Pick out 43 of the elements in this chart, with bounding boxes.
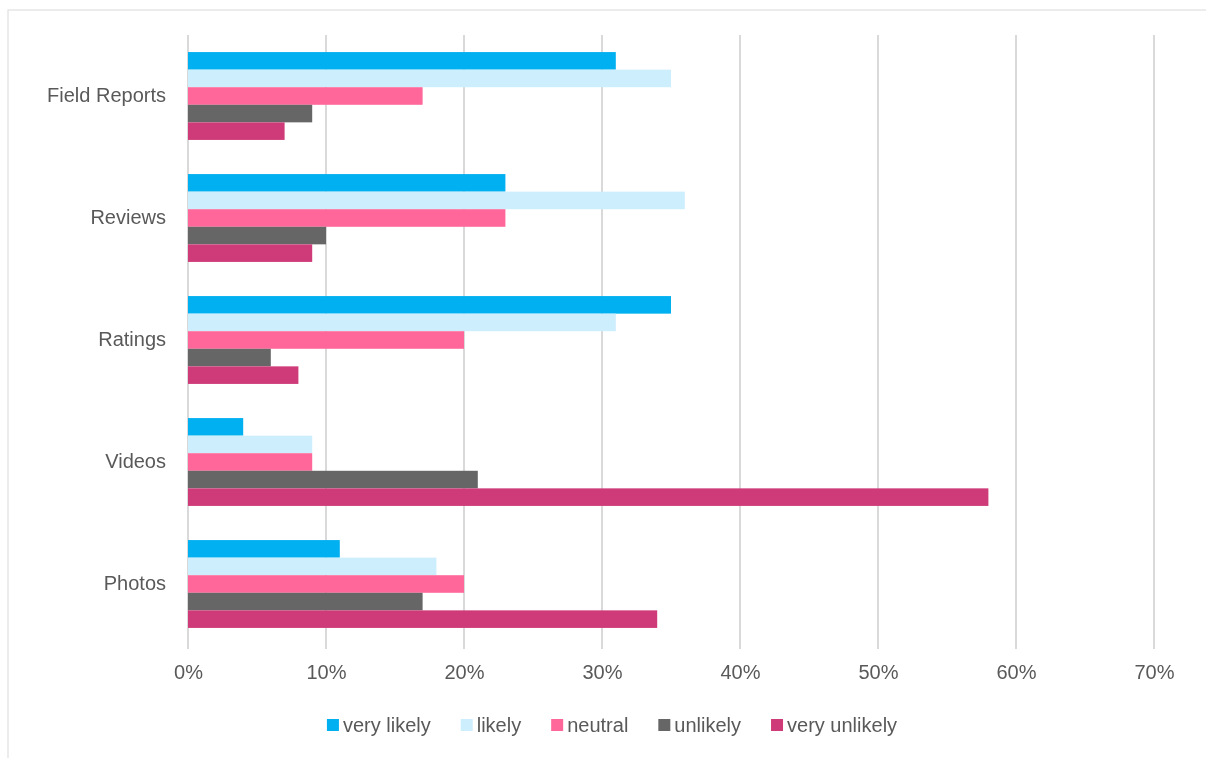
bar [188,69,671,88]
bar [188,418,244,436]
y-tick-label: Ratings [98,328,166,351]
x-tick-label: 40% [720,661,761,684]
bar [188,174,506,192]
bar [188,52,616,70]
x-tick-label: 70% [1134,661,1175,684]
bar [188,610,658,628]
bar [188,540,340,558]
y-tick-label: Videos [105,450,166,473]
bar [188,435,313,454]
bar [188,488,989,506]
bar [188,557,437,576]
y-tick-label: Photos [103,572,166,595]
bar [188,244,313,262]
y-tick-label: Field Reports [47,84,166,107]
bar [188,104,313,123]
bar [188,313,616,332]
x-tick-label: 60% [996,661,1037,684]
legend-label: likely [476,714,522,736]
bar [188,470,478,489]
bar [188,122,285,140]
bar [188,191,685,210]
x-tick-label: 20% [444,661,485,684]
legend-label: very unlikely [787,714,898,736]
x-tick-label: 0% [174,661,204,684]
x-tick-label: 50% [858,661,899,684]
bar [188,453,313,471]
legend-label: neutral [567,714,629,736]
bar [188,226,326,245]
bar [188,296,671,314]
y-tick-label: Reviews [90,206,166,229]
bar [188,592,423,611]
x-tick-label: 10% [306,661,347,684]
bar [188,87,423,105]
x-tick-label: 30% [582,661,623,684]
legend-label: unlikely [674,714,742,736]
legend-label: very likely [342,714,431,736]
bar [188,366,299,384]
bar [188,575,464,593]
bar [188,348,271,367]
bar [188,209,506,227]
bar [188,331,464,349]
